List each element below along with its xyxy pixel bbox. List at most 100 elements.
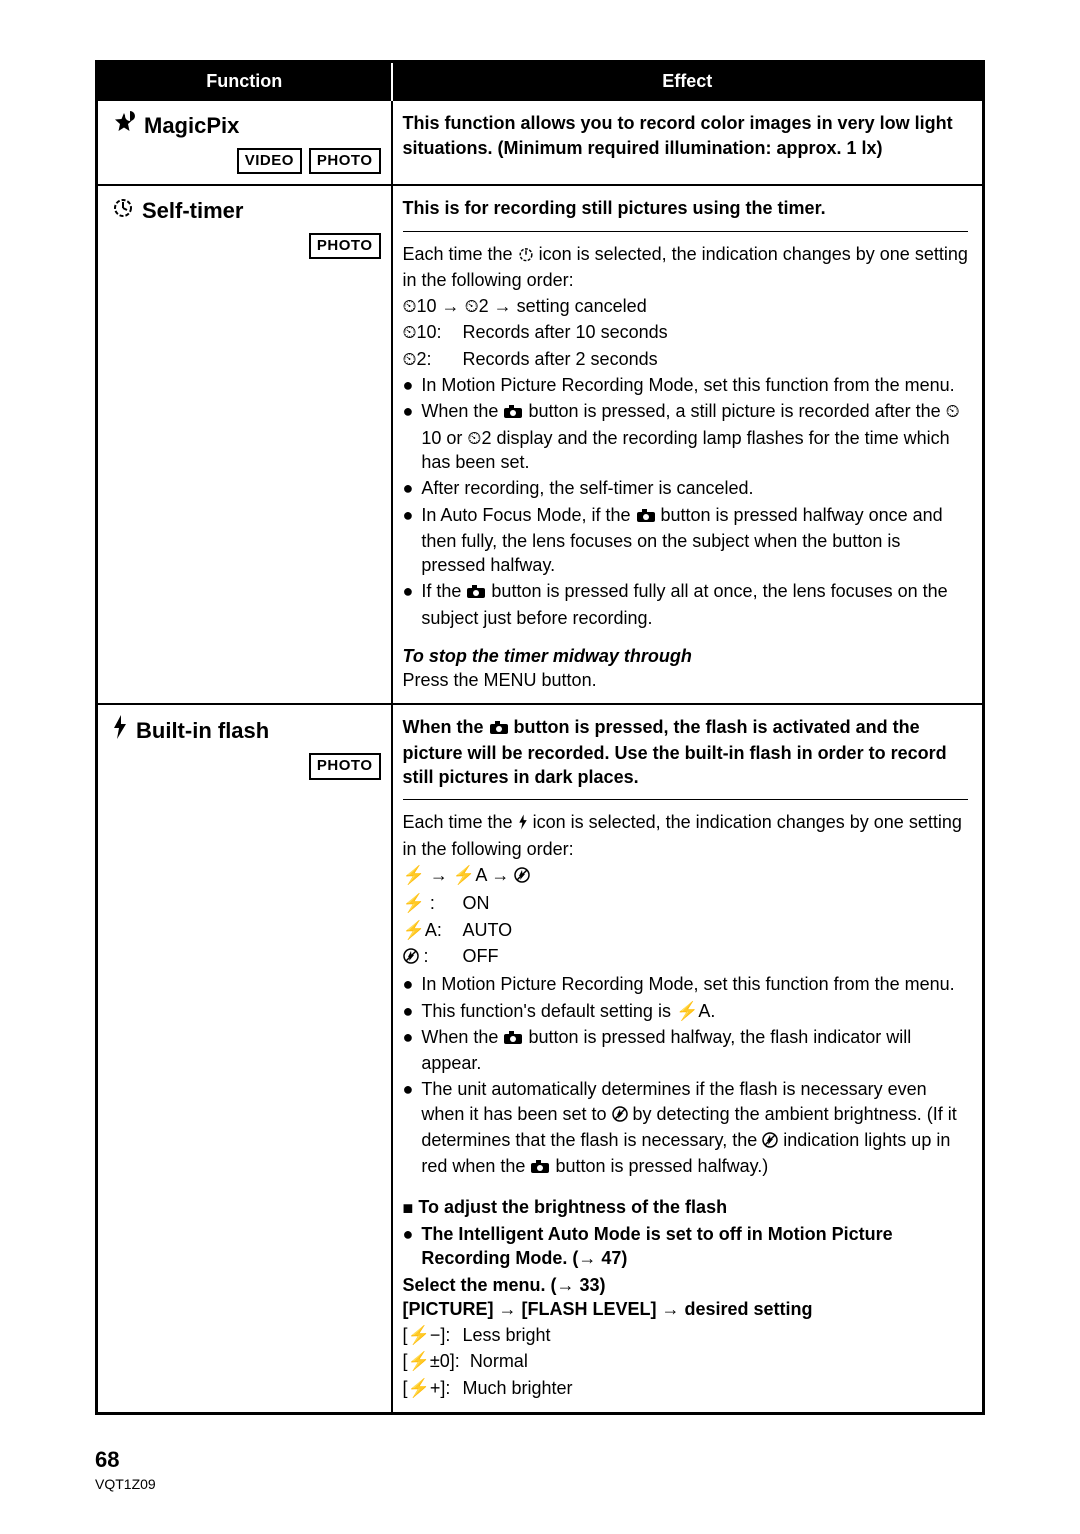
flash-badges: PHOTO: [112, 752, 381, 779]
camera-icon: [503, 1027, 523, 1051]
bullet-dot: ●: [403, 399, 414, 474]
def-val: Records after 2 seconds: [463, 347, 658, 371]
text: When the: [403, 717, 489, 737]
def-key: ⏲2:: [403, 347, 453, 371]
stop-body: Press the MENU button.: [403, 668, 969, 692]
page-footer: 68 VQT1Z09: [95, 1445, 985, 1494]
bullet-dot: ●: [403, 579, 414, 630]
camera-icon: [489, 717, 509, 741]
text: When the: [421, 401, 503, 421]
lvl-zero: [⚡±0]: Normal: [403, 1349, 969, 1373]
col-function: Function: [97, 62, 392, 101]
bullet: ● After recording, the self-timer is canc…: [403, 476, 969, 500]
def-val: Normal: [470, 1349, 528, 1373]
bullet: ● When the button is pressed, a still pi…: [403, 399, 969, 474]
bullet-text: After recording, the self-timer is cance…: [421, 476, 753, 500]
bullet-dot: ●: [403, 476, 414, 500]
magicpix-effect-cell: This function allows you to record color…: [392, 100, 984, 185]
flash-small-icon: [518, 812, 528, 836]
def-val: Less bright: [463, 1323, 551, 1347]
bullet-text: The Intelligent Auto Mode is set to off …: [421, 1222, 968, 1271]
text: To adjust the brightness of the flash: [418, 1197, 727, 1217]
text: :: [424, 946, 429, 966]
def-val: Much brighter: [463, 1376, 573, 1400]
flash-seq: ⚡ → ⚡A →: [403, 863, 969, 889]
bullet-text: If the button is pressed fully all at on…: [421, 579, 968, 630]
badge-video: VIDEO: [237, 148, 302, 174]
text: button is pressed fully all at once, the…: [421, 581, 947, 627]
col-effect: Effect: [392, 62, 984, 101]
text: button is pressed halfway.): [555, 1156, 768, 1176]
bullet-text: When the button is pressed halfway, the …: [421, 1025, 968, 1076]
def-key: [⚡−]:: [403, 1323, 453, 1347]
bullet-text: In Motion Picture Recording Mode, set th…: [421, 373, 954, 397]
bullet-text: The unit automatically determines if the…: [421, 1077, 968, 1180]
selftimer-badges: PHOTO: [112, 232, 381, 259]
text: In Auto Focus Mode, if the: [421, 505, 635, 525]
selftimer-icon: [112, 196, 134, 226]
text: Each time the: [403, 812, 518, 832]
selftimer-title: Self-timer: [142, 196, 243, 226]
bullet-dot: ●: [403, 1077, 414, 1180]
flash-func-cell: Built-in flash PHOTO: [97, 704, 392, 1414]
bullet-dot: ●: [403, 999, 414, 1023]
magicpix-title-row: MagicPix: [112, 111, 381, 141]
magicpix-title: MagicPix: [144, 111, 239, 141]
def-key: [⚡±0]:: [403, 1349, 460, 1373]
bullet-text: In Auto Focus Mode, if the button is pre…: [421, 503, 968, 578]
def-key: :: [403, 944, 453, 970]
adj-l2: Select the menu. (→ 33): [403, 1273, 969, 1297]
camera-icon: [503, 401, 523, 425]
badge-photo: PHOTO: [309, 233, 381, 259]
def-key: ⚡A:: [403, 918, 453, 942]
flash-icon: [112, 715, 128, 747]
magicpix-badges: VIDEO PHOTO: [112, 147, 381, 174]
def-key: ⏲10:: [403, 320, 453, 344]
bullet-dot: ●: [403, 1222, 414, 1271]
flash-lead: When the button is pressed, the flash is…: [403, 715, 969, 790]
text: If the: [421, 581, 466, 601]
bullet: ● In Motion Picture Recording Mode, set t…: [403, 972, 969, 996]
def-on: ⚡ : ON: [403, 891, 969, 915]
bullet-dot: ●: [403, 1025, 414, 1076]
bullet: ● The unit automatically determines if t…: [403, 1077, 969, 1180]
timer-icon: [518, 244, 534, 268]
text: ⚡ → ⚡A →: [403, 865, 515, 885]
bullet-dot: ●: [403, 503, 414, 578]
selftimer-p1: Each time the icon is selected, the indi…: [403, 242, 969, 293]
flash-effect-cell: When the button is pressed, the flash is…: [392, 704, 984, 1414]
bullet: ● When the button is pressed halfway, th…: [403, 1025, 969, 1076]
def-2: ⏲2: Records after 2 seconds: [403, 347, 969, 371]
bullet-dot: ●: [403, 972, 414, 996]
def-val: Records after 10 seconds: [463, 320, 668, 344]
page-number: 68: [95, 1445, 985, 1475]
selftimer-effect-cell: This is for recording still pictures usi…: [392, 185, 984, 703]
selftimer-func-cell: Self-timer PHOTO: [97, 185, 392, 703]
flash-title: Built-in flash: [136, 716, 269, 746]
def-10: ⏲10: Records after 10 seconds: [403, 320, 969, 344]
def-val: OFF: [463, 944, 499, 970]
adj-l3: [PICTURE] → [FLASH LEVEL] → desired sett…: [403, 1297, 969, 1321]
flash-off-icon: [514, 865, 530, 889]
bullet-text: This function's default setting is ⚡A.: [421, 999, 715, 1023]
bullet: ●The Intelligent Auto Mode is set to off…: [403, 1222, 969, 1271]
flash-off-icon: [403, 946, 419, 970]
flash-p1: Each time the icon is selected, the indi…: [403, 810, 969, 861]
row-flash: Built-in flash PHOTO When the button is …: [97, 704, 984, 1414]
divider: [403, 231, 969, 232]
bullet: ● If the button is pressed fully all at …: [403, 579, 969, 630]
camera-icon: [466, 581, 486, 605]
bullet: ●In Motion Picture Recording Mode, set t…: [403, 373, 969, 397]
row-selftimer: Self-timer PHOTO This is for recording s…: [97, 185, 984, 703]
flash-off-icon: [762, 1130, 778, 1154]
adj-title: ■ To adjust the brightness of the flash: [403, 1195, 969, 1220]
text: When the: [421, 1027, 503, 1047]
def-val: AUTO: [463, 918, 513, 942]
def-off: : OFF: [403, 944, 969, 970]
doc-code: VQT1Z09: [95, 1475, 985, 1494]
lvl-plus: [⚡+]: Much brighter: [403, 1376, 969, 1400]
badge-photo: PHOTO: [309, 753, 381, 779]
def-auto: ⚡A: AUTO: [403, 918, 969, 942]
stop-title: To stop the timer midway through: [403, 644, 969, 668]
bullet-text: In Motion Picture Recording Mode, set th…: [421, 972, 954, 996]
